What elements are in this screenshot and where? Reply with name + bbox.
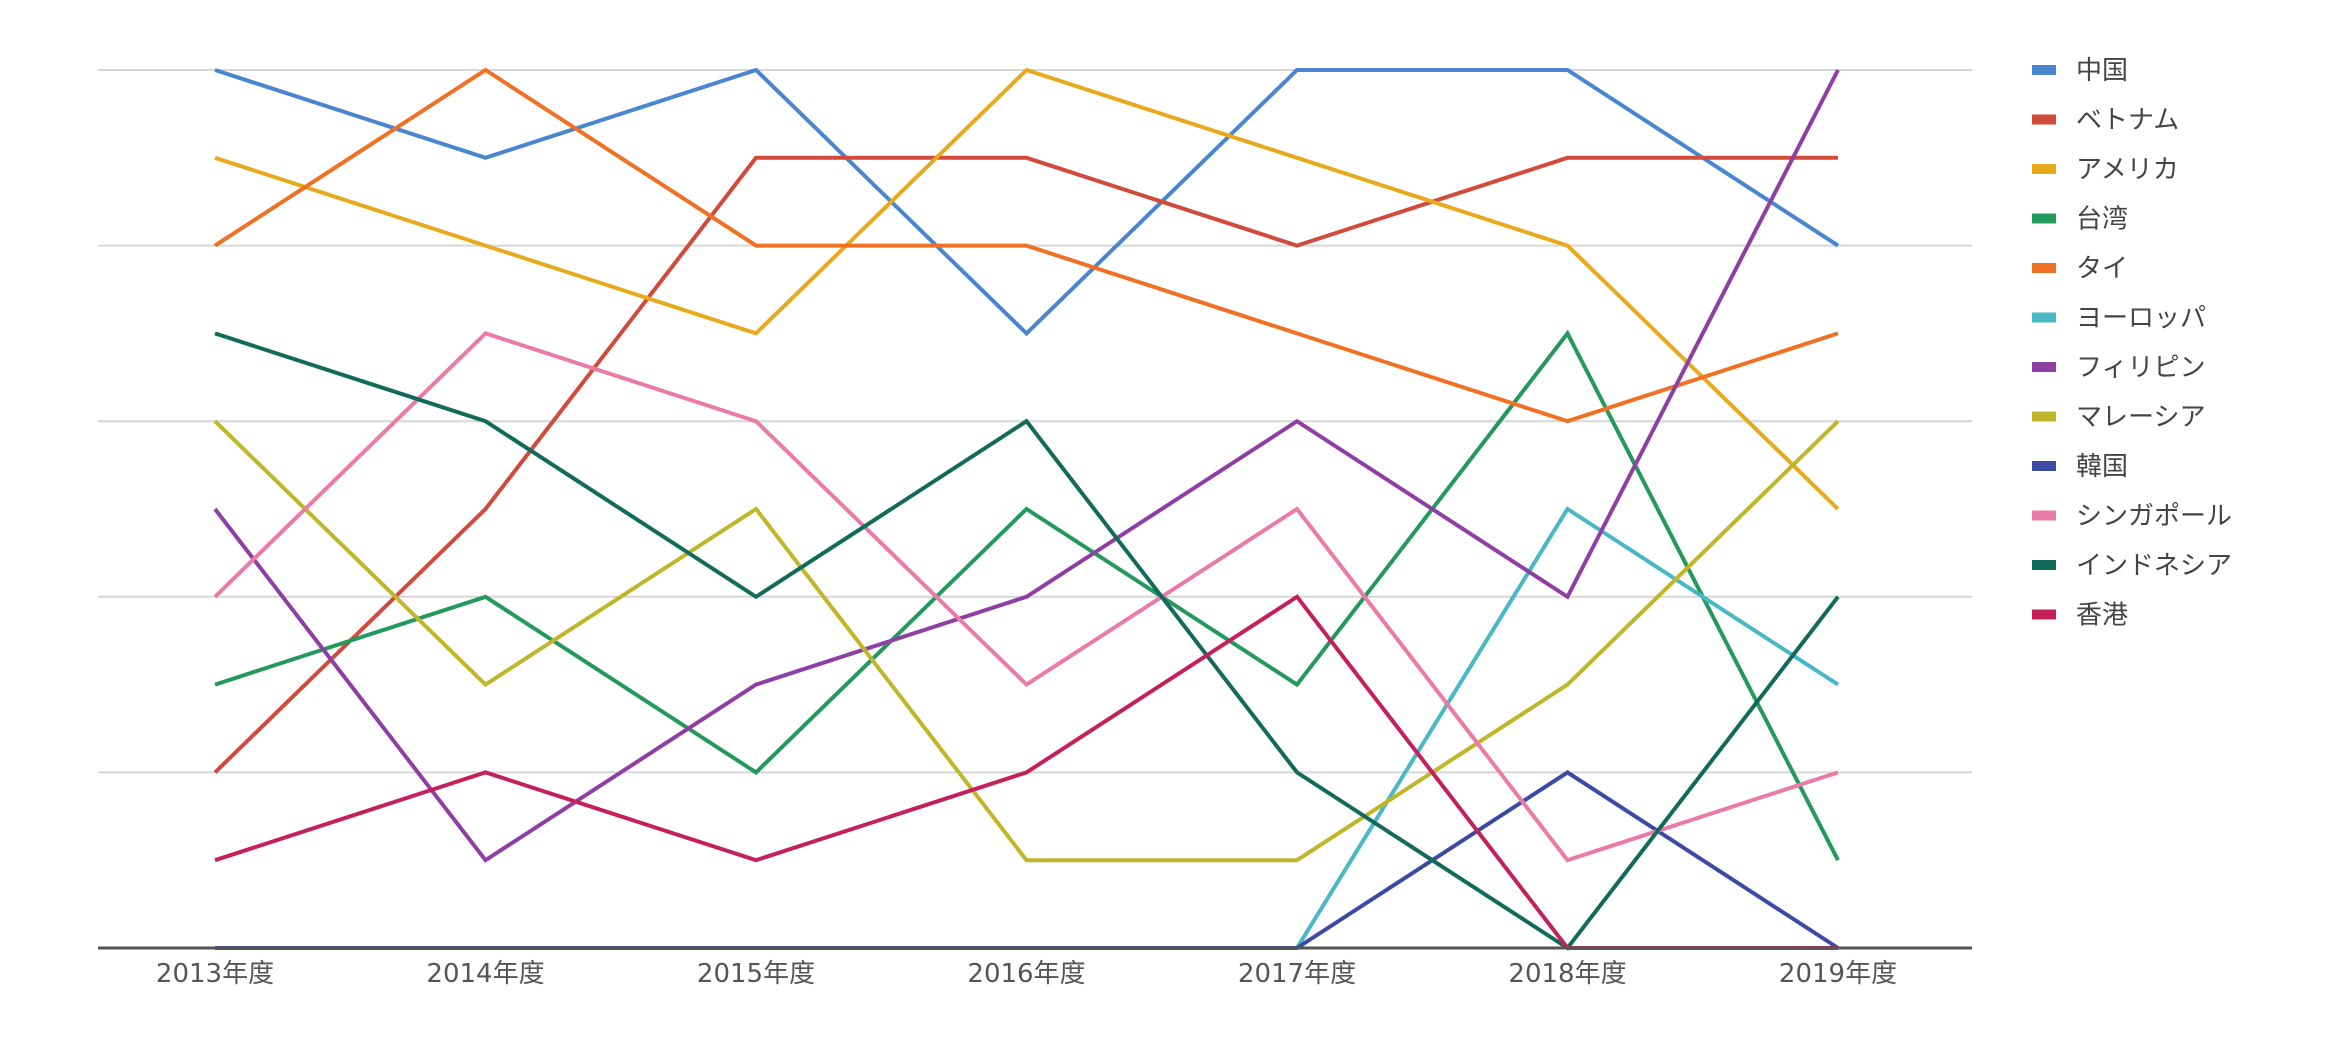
legend-swatch [2032,510,2056,521]
series-line-0 [214,67,1840,337]
series-line-4 [213,67,1839,424]
legend-label: タイ [2076,254,2128,284]
legend-item[interactable]: ヨーロッパ [2032,304,2206,334]
legend-item[interactable]: 韓国 [2032,452,2128,482]
legend-item[interactable]: フィリピン [2032,353,2205,383]
legend: 中国ベトナムアメリカ台湾タイヨーロッパフィリピンマレーシア韓国シンガポールインド… [2032,56,2232,631]
legend-swatch [2032,213,2056,224]
legend-label: アメリカ [2076,155,2179,185]
legend-swatch [2032,362,2056,372]
legend-label: シンガポール [2076,502,2232,532]
legend-swatch [2032,461,2056,471]
legend-label: マレーシア [2076,403,2205,433]
legend-label: 中国 [2076,56,2128,86]
legend-item[interactable]: 中国 [2032,56,2128,86]
legend-item[interactable]: 台湾 [2032,205,2128,235]
legend-label: ヨーロッパ [2076,304,2206,334]
legend-item[interactable]: アメリカ [2032,155,2179,185]
legend-swatch [2032,65,2056,75]
legend-swatch [2032,164,2056,174]
series-line-6 [213,69,1840,863]
series-line-7 [213,419,1840,863]
x-tick-label: 2015年度 [697,959,815,989]
legend-label: フィリピン [2076,353,2205,383]
x-axis: 2013年度 2014年度 2015年度 2016年度 2017年度 2018年度 2019… [98,946,1972,989]
series-line-10 [214,331,1840,951]
series-lines [213,67,1840,951]
series-line-5 [215,506,1840,950]
gridlines [98,69,1972,774]
legend-item[interactable]: マレーシア [2032,403,2205,433]
legend-label: 香港 [2076,601,2128,631]
x-tick-label: 2019年度 [1779,959,1897,989]
legend-item[interactable]: タイ [2032,254,2128,284]
legend-swatch [2032,312,2056,323]
legend-label: 台湾 [2076,205,2128,235]
legend-label: インドネシア [2076,551,2232,581]
series-line-9 [213,331,1839,863]
legend-label: 韓国 [2076,452,2128,482]
legend-item[interactable]: シンガポール [2032,502,2232,532]
legend-swatch [2032,114,2056,125]
legend-item[interactable]: 香港 [2032,601,2128,631]
legend-item[interactable]: インドネシア [2032,551,2232,581]
legend-swatch [2032,411,2056,422]
legend-label: ベトナム [2076,106,2179,136]
legend-swatch [2032,560,2056,570]
series-line-3 [214,329,1840,862]
x-tick-label: 2016年度 [967,959,1085,989]
legend-swatch [2032,263,2056,273]
legend-item[interactable]: ベトナム [2032,106,2179,136]
series-line-1 [213,155,1838,774]
series-line-2 [214,67,1840,511]
x-tick-label: 2017年度 [1238,959,1356,989]
x-tick-label: 2013年度 [156,959,274,989]
legend-swatch [2032,609,2056,620]
x-tick-label: 2018年度 [1508,959,1626,989]
x-tick-label: 2014年度 [426,959,544,989]
